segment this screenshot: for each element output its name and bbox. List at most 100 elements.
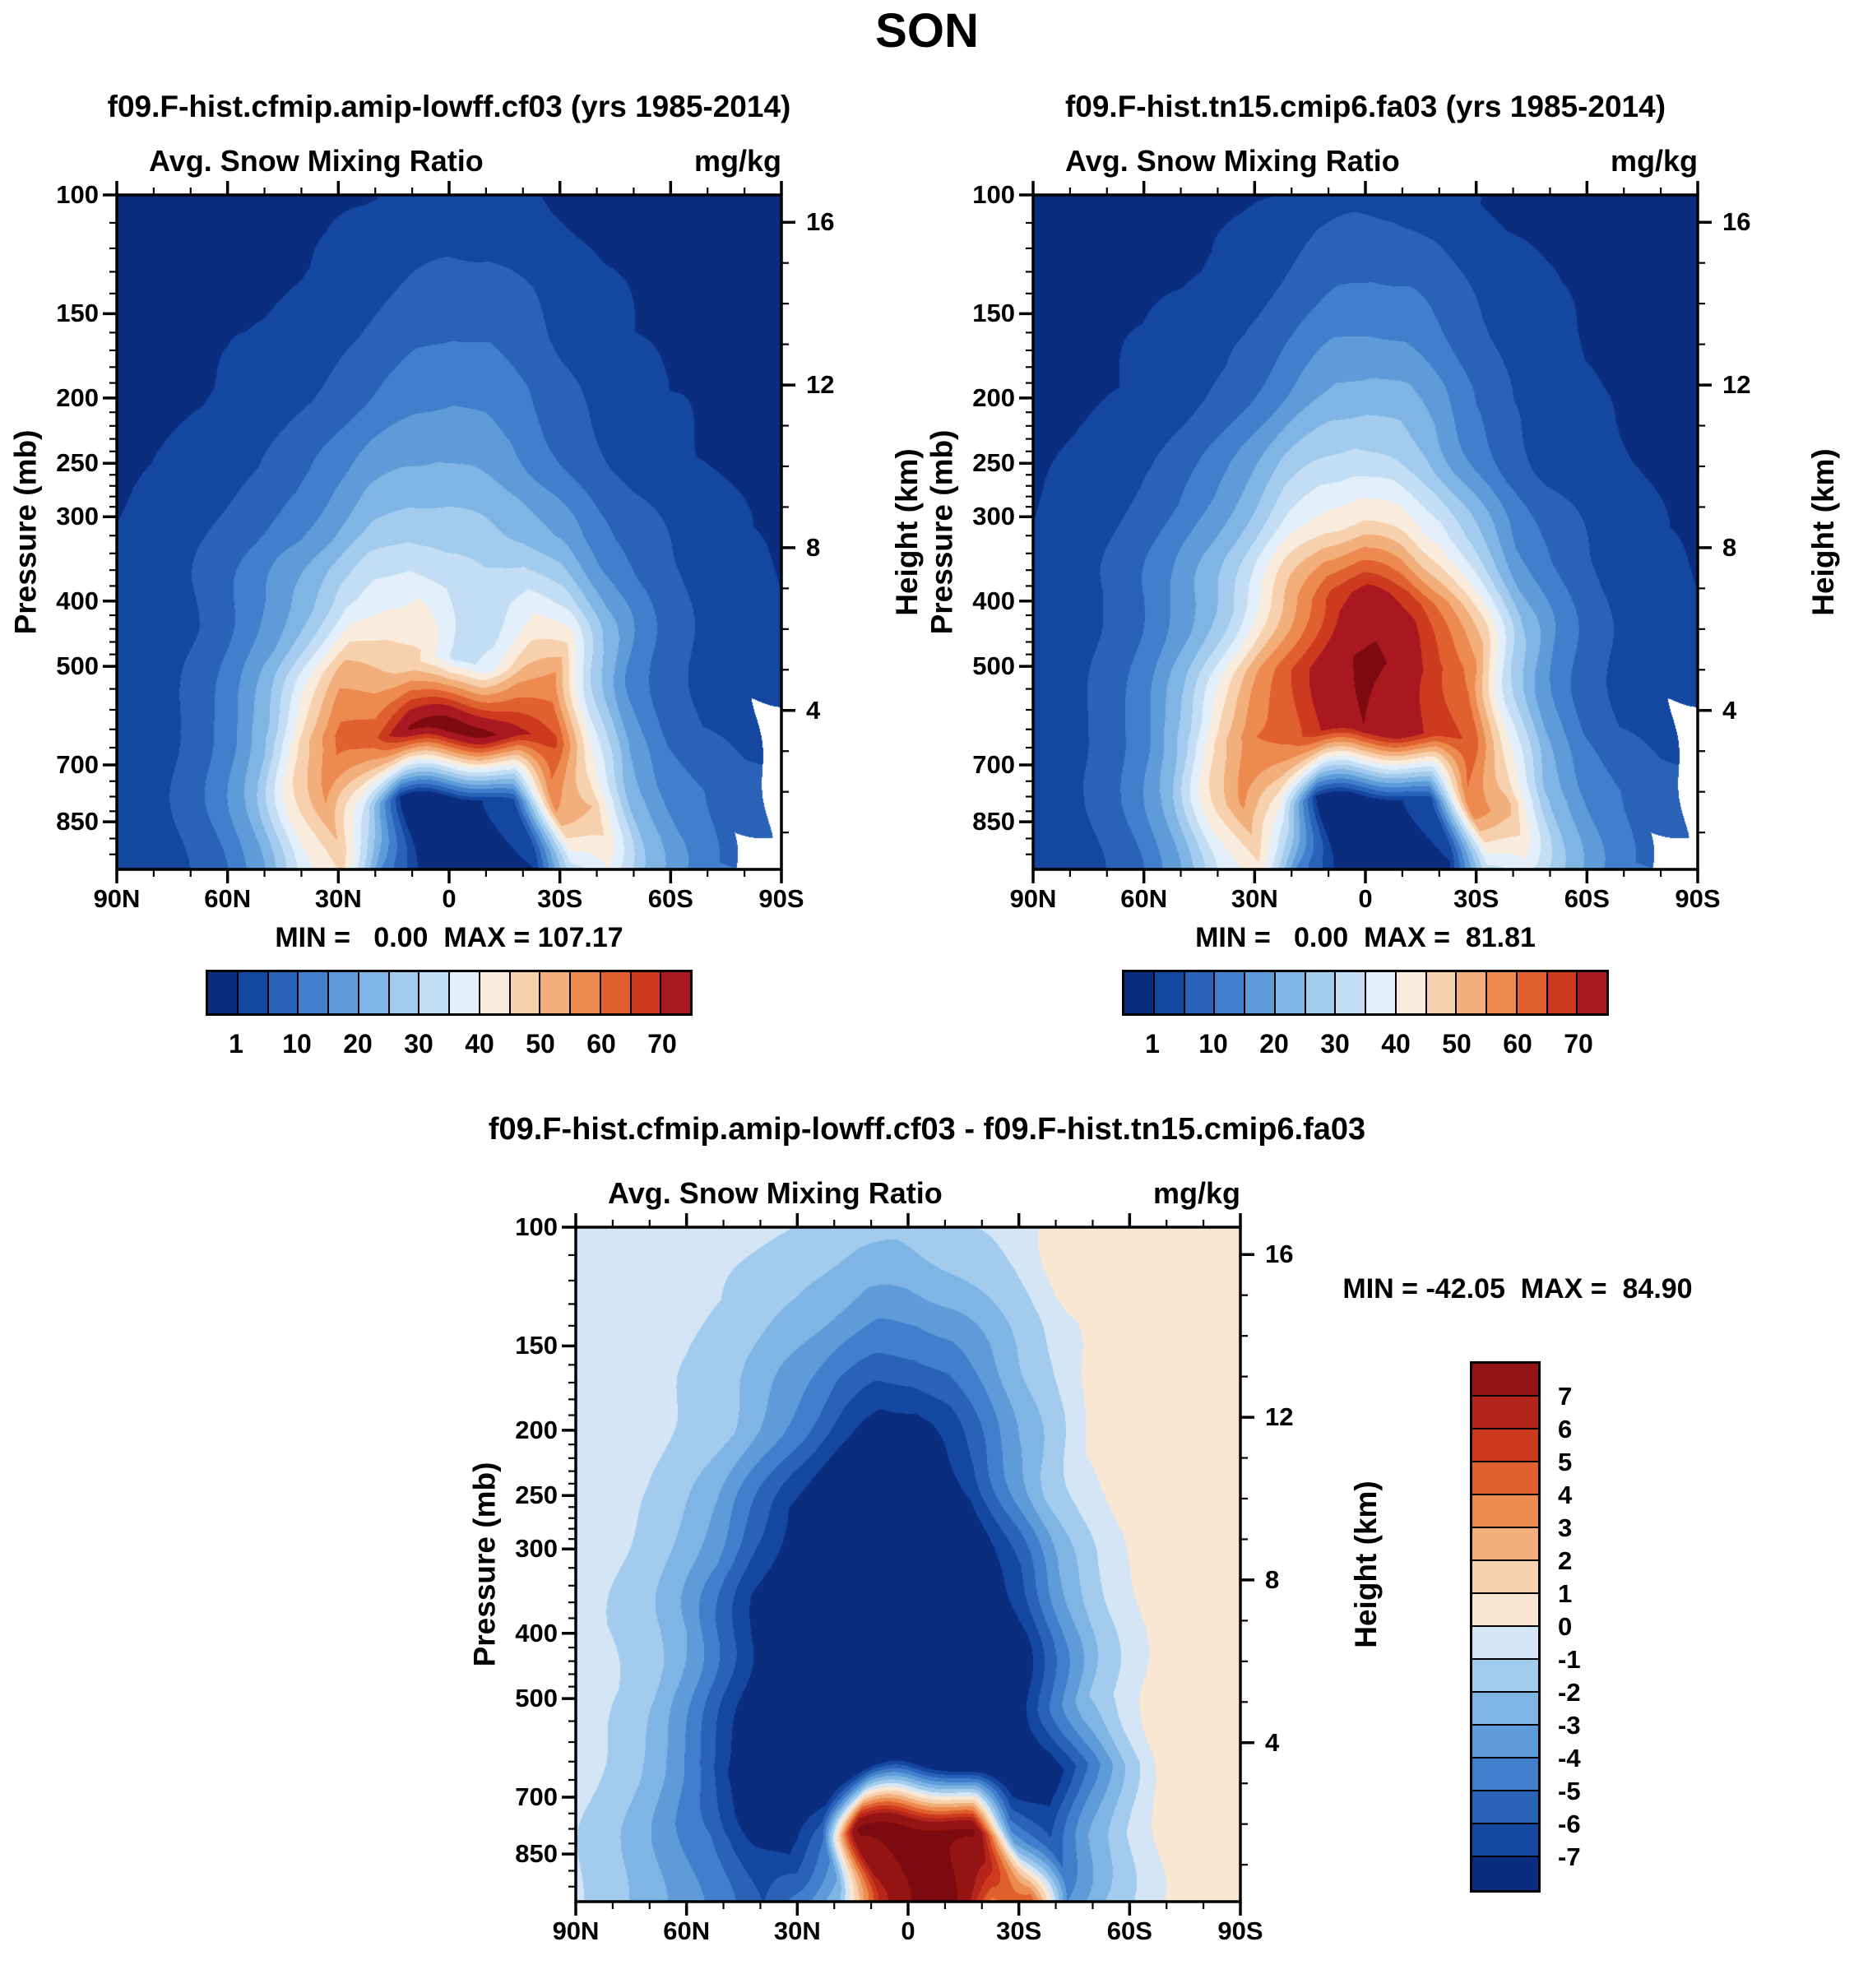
pressure-tick-label: 200: [515, 1415, 558, 1444]
latitude-tick-label: 60S: [1106, 1916, 1152, 1945]
colorbar-cell: [359, 972, 390, 1013]
colorbar-tick-label: 1: [1145, 1029, 1160, 1059]
colorbar-tick-label: 60: [586, 1029, 616, 1059]
latitude-tick-labels: 90N 60N 30N 0 30S 60S 90S: [94, 884, 804, 919]
panel2-subtitle: Avg. Snow Mixing Ratio: [1065, 144, 1400, 178]
colorbar-tick-label: 4: [1558, 1481, 1573, 1509]
latitude-tick-label: 30S: [537, 884, 583, 913]
colorbar-model1: [206, 970, 693, 1016]
latitude-tick-label: 0: [442, 884, 457, 913]
pressure-tick-labels: 100 150 200 250 300 400 500 700 850: [33, 180, 99, 869]
colorbar-cell: [1472, 1397, 1538, 1430]
latitude-tick-label: 60N: [204, 884, 252, 913]
difference-colorbar-labels: 7 6 5 4 3 2 1 0 -1 -2 -3 -4 -5 -6 -7: [1558, 1361, 1624, 1893]
pressure-tick-label: 400: [56, 586, 99, 615]
colorbar-tick-label: 60: [1503, 1029, 1532, 1059]
pressure-tick-label: 200: [972, 382, 1015, 412]
latitude-tick-label: 90N: [1009, 884, 1057, 913]
panel2-minmax: MIN = 0.00 MAX = 81.81: [1195, 922, 1536, 953]
pressure-tick-labels: 100 150 200 250 300 400 500 700 850: [492, 1212, 558, 1902]
height-tick-label: 16: [1265, 1240, 1294, 1269]
colorbar-tick-label: 20: [1259, 1029, 1289, 1059]
panel-difference: Avg. Snow Mixing Ratio mg/kg Pressure (m…: [467, 1176, 1383, 1945]
colorbar-cell: [1215, 972, 1245, 1013]
height-tick-labels: 16 12 8 4: [806, 195, 865, 869]
colorbar-tick-label: 0: [1558, 1612, 1573, 1641]
height-tick-label: 12: [806, 370, 835, 400]
colorbar-cell: [661, 972, 690, 1013]
colorbar-tick-label: -4: [1558, 1744, 1581, 1773]
latitude-tick-label: 30N: [1231, 884, 1278, 913]
height-tick-label: 12: [1265, 1402, 1294, 1432]
latitude-tick-label: 90S: [1675, 884, 1721, 913]
colorbar-cell: [540, 972, 571, 1013]
pressure-tick-label: 500: [56, 651, 99, 681]
height-tick-labels: 16 12 8 4: [1265, 1227, 1324, 1902]
colorbar-cell: [1487, 972, 1518, 1013]
colorbar-cell: [389, 972, 420, 1013]
latitude-tick-labels: 90N 60N 30N 0 30S 60S 90S: [1010, 884, 1721, 919]
pressure-tick-label: 100: [515, 1212, 558, 1241]
pressure-tick-label: 400: [972, 586, 1015, 615]
colorbar-cell: [1472, 1495, 1538, 1528]
pressure-tick-label: 250: [972, 448, 1015, 478]
season-title: SON: [875, 4, 979, 58]
colorbar-tick-label: 70: [1564, 1029, 1593, 1059]
colorbar-labels-model2: 1 10 20 30 40 50 60 70: [1122, 1029, 1609, 1062]
latitude-tick-label: 0: [1358, 884, 1373, 913]
latitude-tick-label: 90N: [552, 1916, 600, 1945]
colorbar-cell: [1472, 1660, 1538, 1693]
height-tick-label: 16: [1722, 207, 1751, 237]
pressure-tick-label: 850: [972, 807, 1015, 836]
colorbar-cell: [1472, 1857, 1538, 1890]
colorbar-cell: [1472, 1594, 1538, 1627]
colorbar-tick-label: 10: [1198, 1029, 1228, 1059]
pressure-tick-label: 300: [972, 502, 1015, 531]
height-axis-title: Height (km): [1806, 195, 1841, 869]
height-axis-title-text: Height (km): [890, 448, 924, 616]
pressure-tick-label: 250: [515, 1481, 558, 1510]
difference-title: f09.F-hist.cfmip.amip-lowff.cf03 - f09.F…: [488, 1112, 1366, 1147]
colorbar-tick-label: 70: [647, 1029, 677, 1059]
colorbar-cell: [1578, 972, 1606, 1013]
colorbar-cell: [1305, 972, 1337, 1013]
colorbar-labels-model1: 1 10 20 30 40 50 60 70: [206, 1029, 693, 1062]
latitude-tick-label: 0: [901, 1916, 915, 1945]
colorbar-cell: [1472, 1561, 1538, 1594]
colorbar-cell: [268, 972, 299, 1013]
colorbar-tick-label: -3: [1558, 1711, 1581, 1740]
colorbar-cell: [1457, 972, 1487, 1013]
colorbar-cell: [480, 972, 511, 1013]
colorbar-tick-label: 40: [465, 1029, 494, 1059]
colorbar-tick-label: 30: [1320, 1029, 1350, 1059]
latitude-tick-label: 30S: [996, 1916, 1042, 1945]
pressure-tick-label: 850: [515, 1839, 558, 1869]
colorbar-cell: [238, 972, 269, 1013]
difference-units-label: mg/kg: [1152, 1176, 1240, 1210]
difference-subtitle: Avg. Snow Mixing Ratio: [608, 1176, 943, 1210]
panel1-title: f09.F-hist.cfmip.amip-lowff.cf03 (yrs 19…: [107, 90, 791, 123]
colorbar-cell: [1336, 972, 1366, 1013]
pressure-tick-label: 700: [515, 1782, 558, 1811]
colorbar-cell: [1396, 972, 1427, 1013]
pressure-tick-label: 200: [56, 382, 99, 412]
colorbar-cell: [419, 972, 450, 1013]
colorbar-tick-label: 40: [1381, 1029, 1411, 1059]
contour-field-model2: [1033, 195, 1698, 869]
colorbar-cell: [1472, 1364, 1538, 1397]
latitude-tick-label: 60S: [1564, 884, 1610, 913]
height-tick-label: 16: [806, 207, 835, 237]
panel-model1: f09.F-hist.cfmip.amip-lowff.cf03 (yrs 19…: [8, 90, 924, 1059]
latitude-tick-labels: 90N 60N 30N 0 30S 60S 90S: [553, 1916, 1263, 1951]
latitude-tick-label: 30N: [773, 1916, 821, 1945]
colorbar-tick-label: 10: [282, 1029, 312, 1059]
colorbar-cell: [1275, 972, 1306, 1013]
colorbar-cell: [1517, 972, 1548, 1013]
colorbar-tick-label: 3: [1558, 1513, 1573, 1542]
latitude-tick-label: 90S: [1217, 1916, 1263, 1945]
colorbar-cell: [1154, 972, 1185, 1013]
colorbar-cell: [1426, 972, 1458, 1013]
colorbar-cell: [1472, 1824, 1538, 1857]
colorbar-cell: [510, 972, 541, 1013]
